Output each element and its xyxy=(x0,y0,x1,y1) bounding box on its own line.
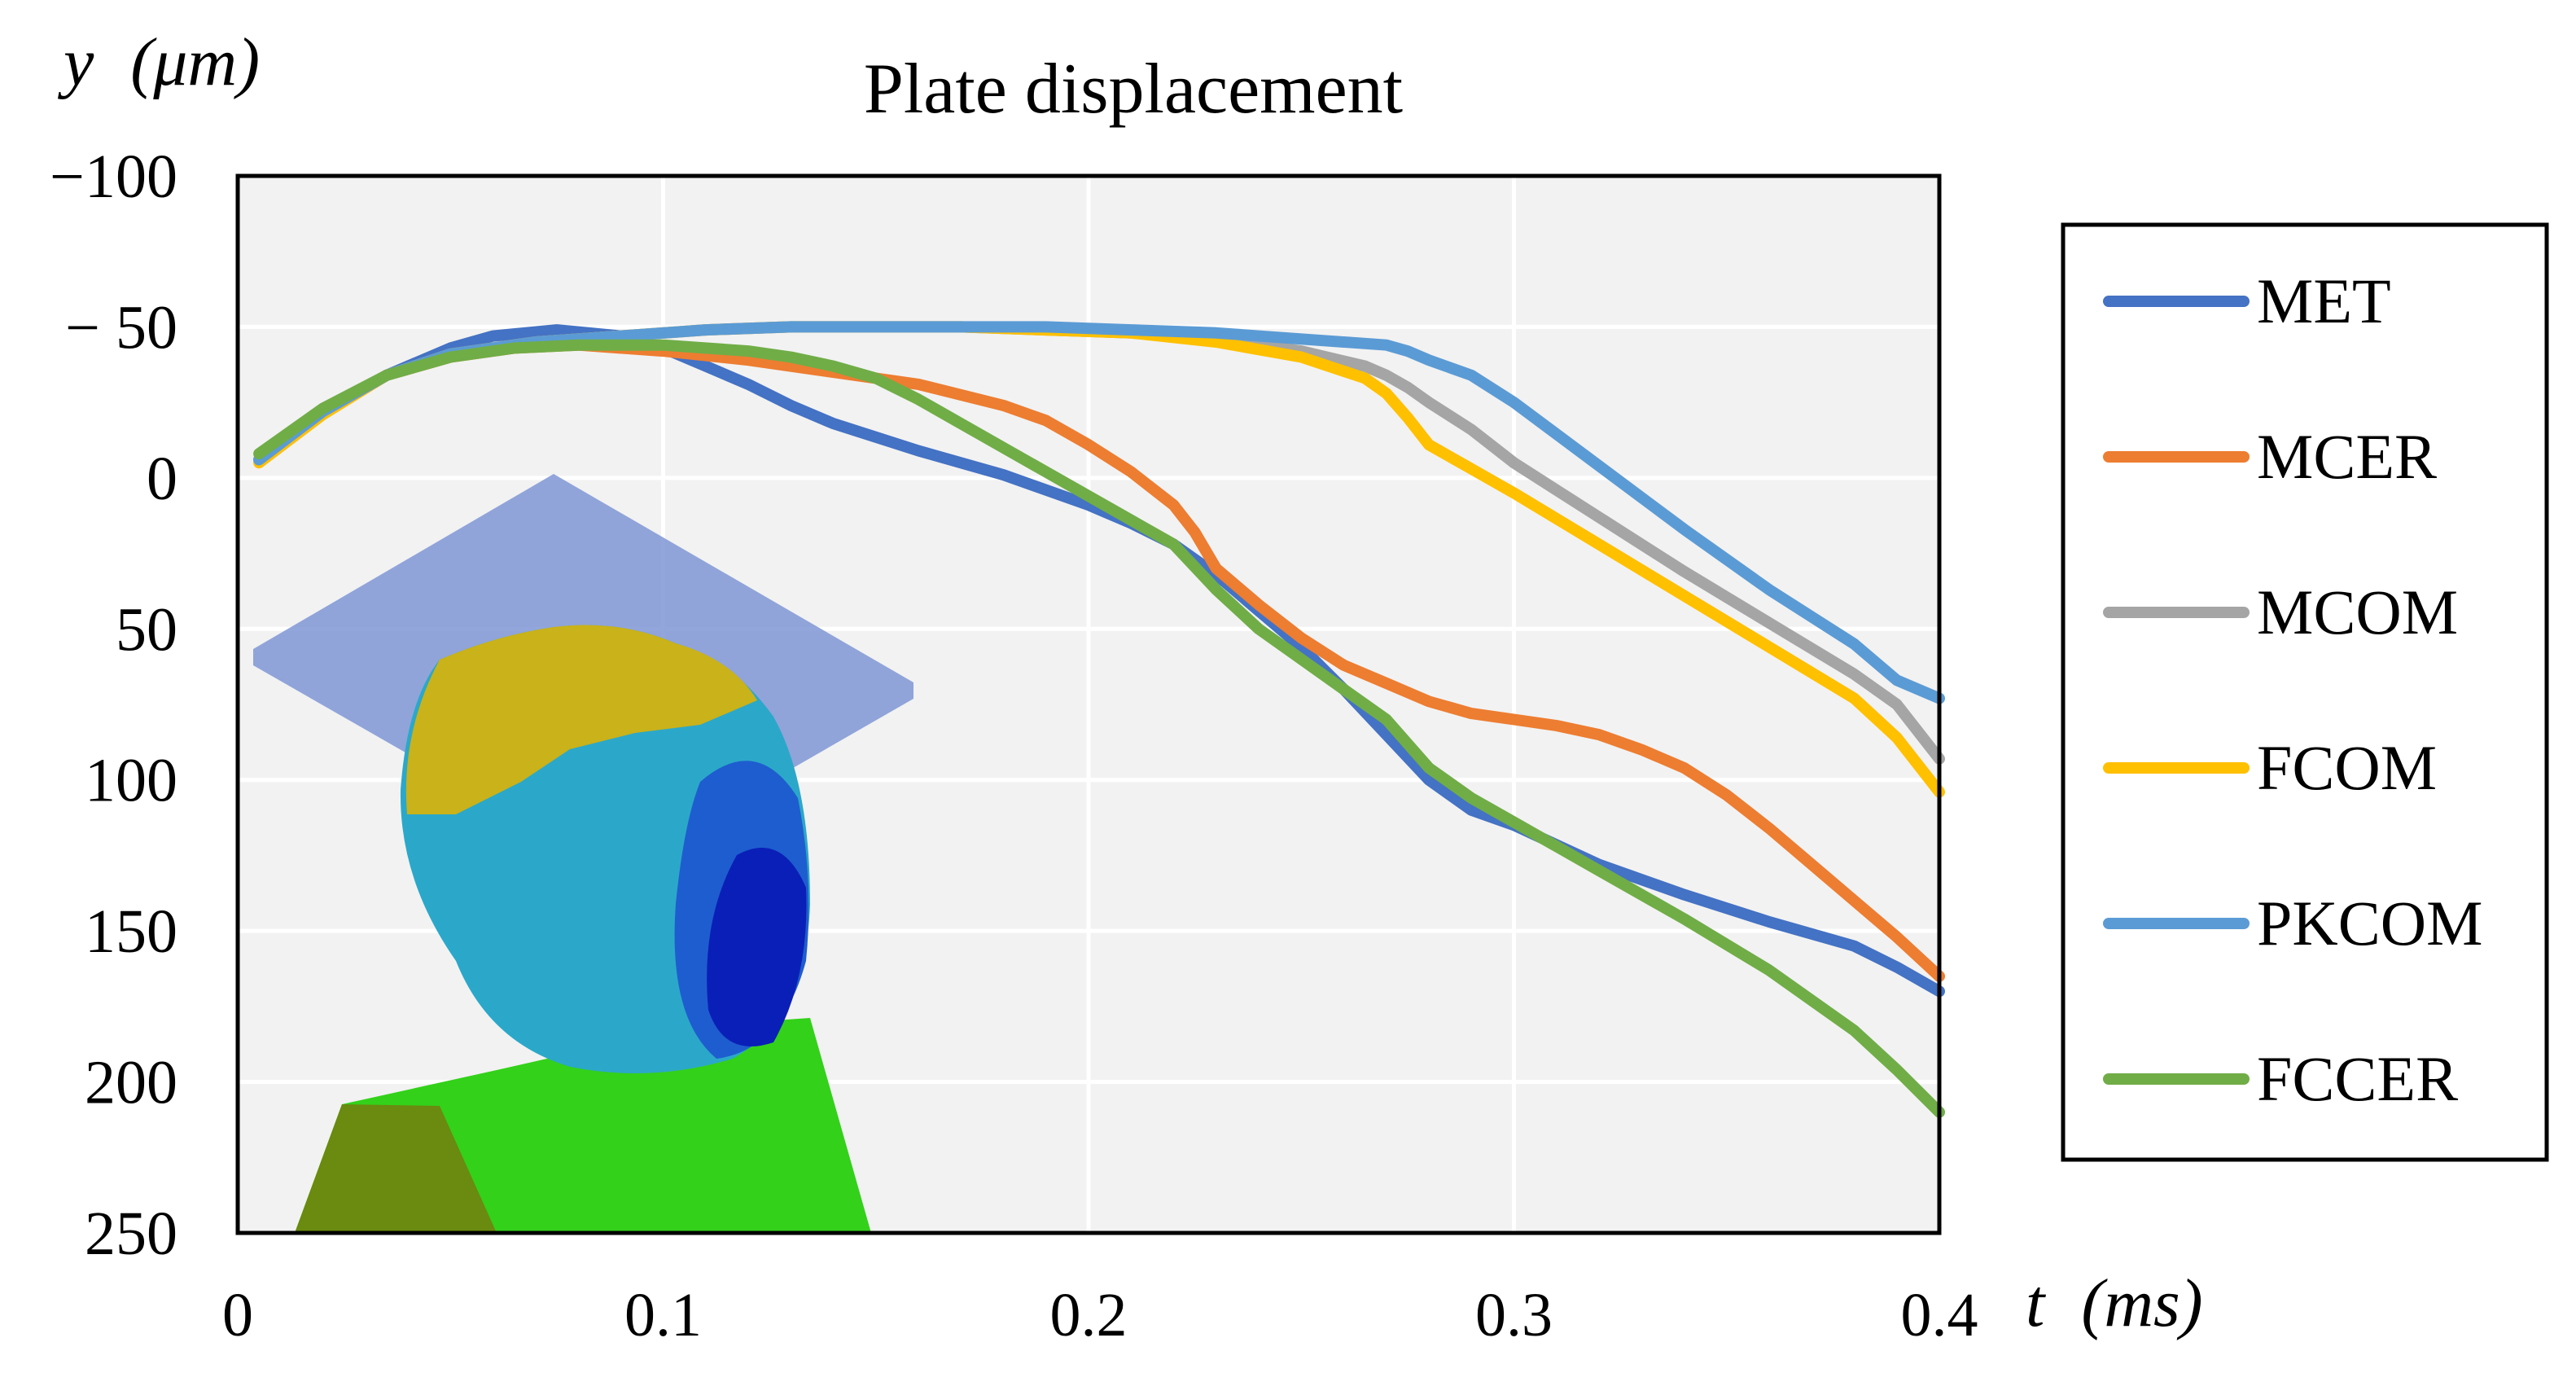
tooth-root-shade xyxy=(295,1104,497,1233)
y-tick-label: 200 xyxy=(85,1049,177,1117)
tooth-crown-yellow xyxy=(405,625,757,814)
legend-label-fccer: FCCER xyxy=(2257,1043,2458,1114)
y-tick-label: 150 xyxy=(85,897,177,966)
y-tick-labels: −100 − 50 0 50 100 150 200 250 xyxy=(50,143,177,1268)
legend-label-pkcom: PKCOM xyxy=(2257,888,2482,958)
y-tick-label: − 50 xyxy=(65,293,177,362)
legend-label-mcer: MCER xyxy=(2257,421,2437,492)
plot-area-border xyxy=(235,173,1942,1235)
y-axis-unit: (μm) xyxy=(130,24,260,100)
x-tick-label: 0.4 xyxy=(1901,1281,1978,1349)
x-axis-variable: t xyxy=(2026,1266,2047,1341)
legend-label-fcom: FCOM xyxy=(2257,732,2437,803)
x-axis-label: t (ms) xyxy=(2026,1266,2203,1341)
y-tick-label: 100 xyxy=(85,747,177,815)
x-axis-unit: (ms) xyxy=(2081,1266,2202,1341)
series-line-fccer xyxy=(253,339,1945,1118)
y-axis-label: y (μm) xyxy=(57,24,260,100)
x-tick-label: 0 xyxy=(222,1281,253,1349)
legend-label-mcom: MCOM xyxy=(2257,577,2458,647)
y-tick-label: −100 xyxy=(50,143,177,211)
tooth-crown-darkblue xyxy=(707,848,807,1046)
y-tick-label: 0 xyxy=(147,445,177,513)
legend-items: MET MCER MCOM FCOM PKCOM FCCER xyxy=(2103,265,2482,1114)
x-tick-label: 0.1 xyxy=(624,1281,702,1349)
x-tick-label: 0.2 xyxy=(1050,1281,1128,1349)
chart-title: Plate displacement xyxy=(864,50,1403,129)
legend-box xyxy=(2061,222,2549,1162)
x-tick-label: 0.3 xyxy=(1475,1281,1553,1349)
y-tick-label: 50 xyxy=(116,595,177,664)
inset-tooth-model xyxy=(253,474,913,1233)
y-axis-variable: y xyxy=(57,24,94,100)
x-tick-labels: 0 0.1 0.2 0.3 0.4 xyxy=(222,1281,1978,1349)
legend: MET MCER MCOM FCOM PKCOM FCCER xyxy=(2061,222,2549,1162)
y-tick-label: 250 xyxy=(85,1200,177,1268)
legend-label-met: MET xyxy=(2257,265,2391,336)
series-lines xyxy=(253,321,1945,1118)
